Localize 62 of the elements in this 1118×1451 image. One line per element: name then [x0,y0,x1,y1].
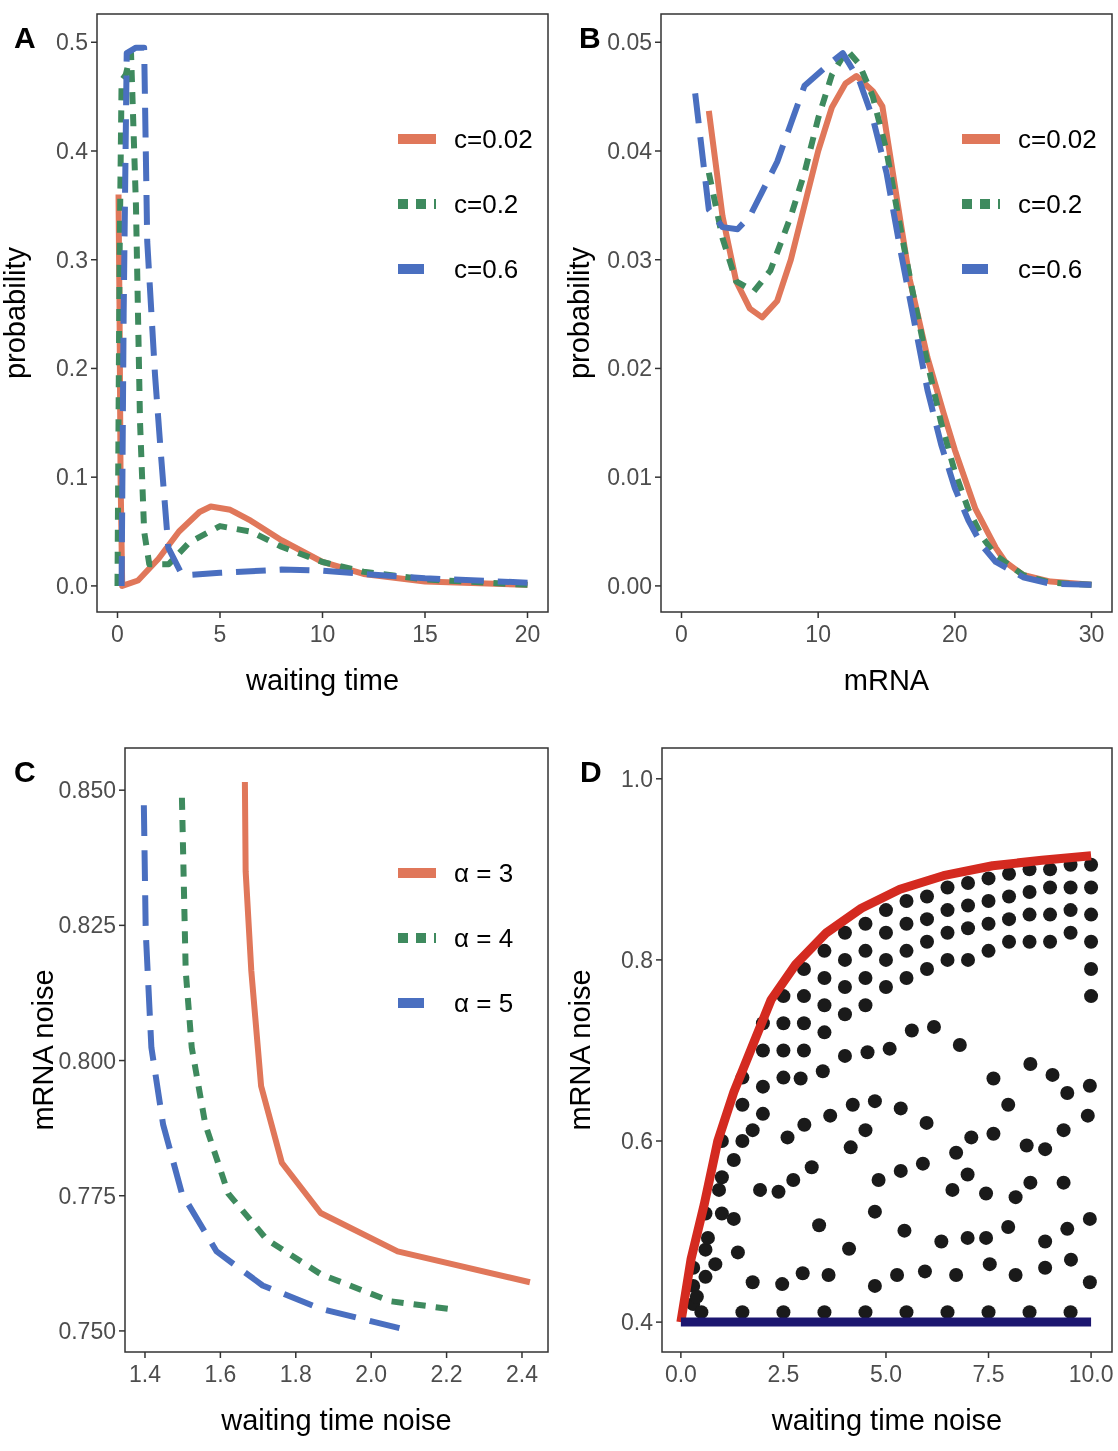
x-tick-label: 0 [111,621,124,647]
y-axis-title: mRNA noise [564,969,596,1131]
x-tick-label: 5 [213,621,227,647]
x-tick-label: 2.4 [505,1361,539,1387]
x-tick-label: 2.5 [767,1361,800,1387]
x-tick-label: 0.0 [664,1361,697,1387]
x-tick-label: 1.4 [128,1361,162,1387]
x-tick-label: 10.0 [1068,1361,1114,1387]
y-tick-label: 0.01 [607,464,652,491]
legend-label: α = 5 [454,988,514,1018]
y-tick-label: 0.4 [56,138,89,164]
y-tick-label: 0.8 [621,946,653,973]
legend-label: c=0.6 [1018,254,1083,284]
y-tick-label: 0.03 [607,246,652,273]
x-tick-label: 30 [1078,621,1105,647]
legend-label: α = 4 [454,923,514,953]
y-tick-label: 0.850 [58,777,116,804]
x-tick-label: 7.5 [972,1361,1005,1387]
x-tick-label: 5.0 [869,1361,902,1387]
x-axis-title: waiting time noise [220,1404,452,1436]
y-tick-label: 0.3 [56,246,88,273]
legend-label: c=0.2 [1018,189,1083,219]
chart-title: B [579,21,601,54]
y-tick-label: 0.825 [58,912,116,939]
legend-label: c=0.02 [1018,124,1097,154]
x-tick-label: 1.6 [204,1361,237,1387]
y-tick-label: 0.00 [607,572,652,599]
y-tick-label: 0.04 [607,138,653,164]
x-tick-label: 20 [942,621,968,647]
chart-title: D [580,755,602,788]
y-tick-label: 0.05 [607,29,652,56]
x-tick-label: 10 [309,621,336,647]
x-axis-title: waiting time [244,664,400,696]
x-axis-title: waiting time noise [770,1404,1003,1436]
legend-label: c=0.6 [454,254,519,284]
legend-label: c=0.02 [454,124,533,154]
y-axis-title: mRNA noise [27,969,59,1131]
x-tick-label: 2.0 [355,1361,388,1387]
y-tick-label: 0.4 [621,1309,654,1336]
x-axis-title: mRNA [843,664,930,696]
x-tick-label: 1.8 [279,1361,312,1387]
y-tick-label: 0.1 [56,464,88,491]
y-tick-label: 0.5 [56,29,88,56]
chart-title: A [14,21,36,54]
x-tick-label: 15 [412,621,438,647]
legend-label: α = 3 [454,858,514,888]
y-tick-label: 0.775 [58,1182,116,1209]
x-tick-label: 20 [514,621,541,647]
y-tick-label: 0.6 [621,1128,653,1155]
y-tick-label: 0.800 [58,1047,116,1074]
y-tick-label: 0.2 [56,355,88,382]
x-tick-label: 10 [805,621,831,647]
chart-title: C [14,755,36,788]
x-tick-label: 0 [675,621,688,647]
y-tick-label: 0.0 [56,572,88,599]
legend-label: c=0.2 [454,189,519,219]
y-axis-title: probability [0,246,31,380]
y-tick-label: 0.02 [607,355,652,382]
x-tick-label: 2.2 [430,1361,463,1387]
y-tick-label: 0.750 [58,1317,116,1344]
y-axis-title: probability [563,246,595,380]
y-tick-label: 1.0 [621,765,653,792]
